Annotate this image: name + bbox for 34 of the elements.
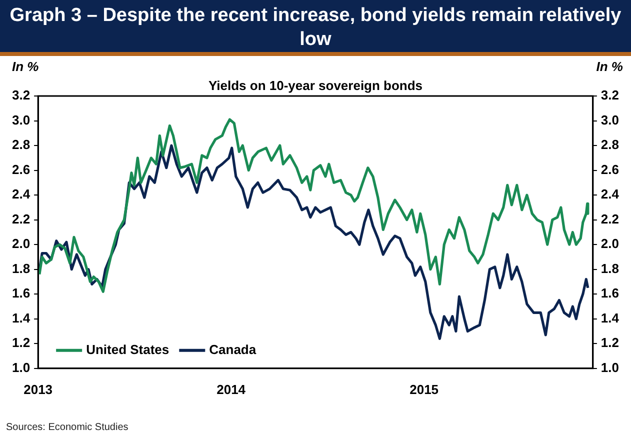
- y-tick-label: 3.2: [12, 88, 30, 103]
- chart-subtitle: Yields on 10-year sovereign bonds: [208, 78, 423, 94]
- y-tick-label: 3.0: [12, 112, 30, 128]
- y-tick-label: 1.8: [12, 260, 30, 276]
- y-tick-label: 2.8: [12, 137, 30, 152]
- x-tick-label: 2014: [216, 382, 246, 397]
- y2-tick-label: 1.0: [600, 360, 620, 375]
- y2-tick-label: 1.6: [600, 286, 620, 301]
- y-tick-label: 1.4: [12, 310, 31, 326]
- y2-tick-label: 3.0: [600, 112, 620, 128]
- y-tick-label: 2.0: [12, 236, 30, 252]
- y2-tick-label: 3.2: [600, 88, 620, 103]
- y2-tick-label: 1.2: [600, 335, 620, 350]
- legend-label: Canada: [209, 342, 257, 357]
- y-tick-label: 2.4: [12, 186, 31, 202]
- chart-title: Graph 3 – Despite the recent increase, bond yields remain relatively low: [0, 0, 631, 56]
- y2-tick-label: 2.6: [600, 162, 620, 177]
- y-tick-label: 2.2: [12, 211, 30, 226]
- y2-tick-label: 2.0: [600, 236, 620, 252]
- source-note: Sources: Economic Studies: [5, 422, 130, 433]
- legend-label: United States: [86, 342, 170, 357]
- y-tick-label: 1.0: [12, 360, 30, 375]
- y-tick-label: 2.6: [12, 162, 30, 177]
- y2-tick-label: 2.4: [600, 186, 620, 202]
- x-tick-label: 2013: [24, 382, 53, 397]
- y2-axis-title: In %: [596, 59, 624, 74]
- y-tick-label: 1.6: [12, 286, 30, 301]
- y-axis-title: In %: [12, 59, 40, 74]
- y2-tick-label: 1.8: [600, 260, 620, 276]
- y2-tick-label: 2.2: [600, 211, 620, 226]
- y2-tick-label: 1.4: [600, 310, 620, 326]
- y2-tick-label: 2.8: [600, 137, 620, 152]
- y-tick-label: 1.2: [12, 335, 30, 350]
- x-tick-label: 2015: [410, 382, 439, 397]
